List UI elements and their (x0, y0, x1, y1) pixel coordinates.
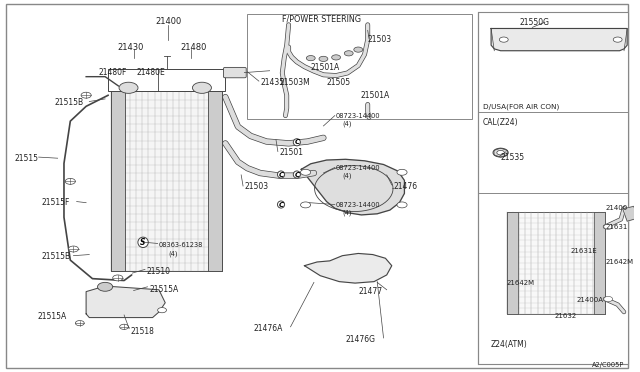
Text: 21505: 21505 (326, 78, 351, 87)
Text: 21477: 21477 (358, 287, 382, 296)
Circle shape (604, 296, 612, 302)
Text: 21503: 21503 (244, 182, 268, 191)
Text: D/USA(FOR AIR CON): D/USA(FOR AIR CON) (483, 103, 559, 110)
Circle shape (397, 202, 407, 208)
Text: 21535: 21535 (500, 153, 525, 161)
Text: 21642M: 21642M (507, 280, 535, 286)
Text: C: C (294, 139, 300, 145)
Circle shape (397, 169, 407, 175)
Polygon shape (623, 206, 640, 221)
Text: (4): (4) (342, 209, 352, 216)
Text: (4): (4) (342, 121, 352, 127)
Text: C: C (278, 171, 284, 177)
Bar (108, 69, 225, 92)
Text: 21476G: 21476G (346, 335, 376, 344)
Text: S: S (140, 238, 146, 247)
Circle shape (497, 150, 504, 155)
Bar (111, 92, 125, 271)
Circle shape (97, 282, 113, 291)
Text: 21515F: 21515F (42, 198, 70, 207)
Text: 21642M: 21642M (605, 259, 633, 265)
Text: 21400A: 21400A (577, 297, 604, 303)
Polygon shape (305, 253, 392, 283)
Bar (479, 12, 628, 364)
Circle shape (344, 51, 353, 56)
Text: 21631: 21631 (605, 224, 627, 230)
Text: 21631E: 21631E (570, 248, 597, 254)
Text: 21515: 21515 (15, 154, 38, 163)
Text: 21501A: 21501A (311, 63, 340, 72)
Text: 21632: 21632 (554, 313, 577, 319)
Text: 21503M: 21503M (279, 78, 310, 87)
Circle shape (68, 246, 79, 252)
Circle shape (120, 324, 129, 330)
Text: C: C (278, 202, 284, 208)
Circle shape (65, 179, 76, 185)
Bar (594, 212, 605, 314)
Bar (208, 92, 222, 271)
Text: (4): (4) (342, 172, 352, 179)
Circle shape (332, 55, 340, 60)
Circle shape (301, 202, 310, 208)
Circle shape (613, 37, 622, 42)
Text: 21510: 21510 (146, 267, 170, 276)
Text: 08723-14400: 08723-14400 (336, 165, 381, 171)
Text: 21476: 21476 (393, 182, 417, 190)
Polygon shape (86, 286, 165, 318)
Text: A2/C005P: A2/C005P (591, 362, 624, 368)
Text: F/POWER STEERING: F/POWER STEERING (282, 15, 362, 24)
Circle shape (499, 37, 508, 42)
Bar (507, 212, 605, 314)
Circle shape (319, 56, 328, 61)
Text: 21400: 21400 (605, 205, 627, 211)
Text: 21400: 21400 (156, 17, 182, 26)
Text: 21503: 21503 (368, 35, 392, 44)
Text: 21480F: 21480F (99, 68, 127, 77)
Text: 08723-14400: 08723-14400 (336, 113, 381, 119)
Text: 21518: 21518 (131, 327, 154, 336)
Text: 21435: 21435 (260, 78, 284, 87)
Text: 21501A: 21501A (360, 91, 389, 100)
Text: 08723-14400: 08723-14400 (336, 202, 381, 208)
Circle shape (157, 308, 166, 313)
Text: 08363-61238: 08363-61238 (159, 242, 204, 248)
Text: (4): (4) (168, 250, 178, 257)
Circle shape (193, 82, 211, 93)
Circle shape (493, 148, 508, 157)
Circle shape (301, 169, 310, 175)
Text: 21550G: 21550G (520, 19, 550, 28)
Polygon shape (491, 29, 627, 51)
Text: 21515A: 21515A (37, 312, 67, 321)
Text: 21501: 21501 (279, 148, 303, 157)
Text: 21515B: 21515B (54, 98, 84, 107)
Text: Z24(ATM): Z24(ATM) (491, 340, 528, 349)
Text: 21515B: 21515B (42, 252, 71, 261)
Text: C: C (294, 171, 300, 177)
Text: CAL(Z24): CAL(Z24) (483, 119, 518, 128)
Polygon shape (301, 159, 404, 215)
Text: 21515A: 21515A (149, 285, 179, 294)
Circle shape (119, 82, 138, 93)
Text: 21480: 21480 (180, 42, 207, 51)
Text: 21430: 21430 (117, 42, 143, 51)
Circle shape (604, 224, 612, 230)
Bar (248, 14, 472, 119)
Text: 21480E: 21480E (137, 68, 166, 77)
Text: 21476A: 21476A (254, 324, 283, 333)
Circle shape (113, 275, 123, 281)
Circle shape (307, 55, 315, 61)
Circle shape (81, 92, 91, 98)
FancyBboxPatch shape (223, 67, 246, 78)
Circle shape (76, 321, 84, 326)
Bar (507, 212, 518, 314)
Bar (111, 92, 222, 271)
Circle shape (354, 47, 363, 52)
